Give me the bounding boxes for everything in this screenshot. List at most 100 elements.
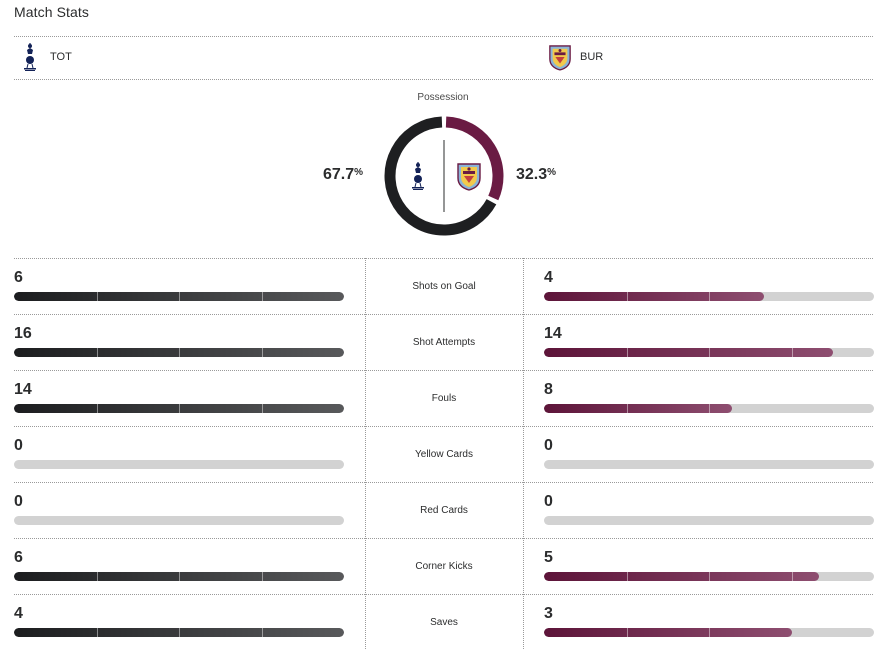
bar-segment-tick [261,572,263,581]
bar-segment-tick [96,572,98,581]
home-stat-value: 16 [14,325,32,342]
tottenham-crest-icon [18,42,42,72]
bar-segment-tick [626,404,628,413]
away-stat-bar [544,572,874,581]
row-divider [14,370,873,371]
away-stat-bar [544,460,874,469]
bar-segment-tick [791,348,793,357]
away-stat-value: 0 [544,493,553,510]
home-stat-value: 14 [14,381,32,398]
bar-segment-tick [709,404,710,413]
burnley-crest-icon [457,163,481,191]
bar-segment-tick [626,292,628,301]
home-stat-bar [14,404,344,413]
bar-segment-tick [709,292,710,301]
row-divider [14,538,873,539]
away-team-abbr: BUR [580,51,604,63]
bar-segment-tick [96,628,98,637]
away-stat-bar-fill [544,404,733,413]
home-possession-arc [384,116,497,236]
away-stat-bar [544,628,874,637]
possession-donut-chart [384,116,504,236]
bar-segment-tick [626,572,628,581]
away-stat-bar-fill [544,572,819,581]
away-stat-value: 0 [544,437,553,454]
away-stat-bar [544,348,874,357]
possession-label: Possession [417,92,469,103]
home-stat-bar-fill [14,348,344,357]
tottenham-crest-icon [412,162,424,190]
stat-label: Fouls [431,392,457,404]
stat-label: Shot Attempts [412,336,476,348]
stat-row: 6 4 Shots on Goal [0,258,876,314]
home-stat-bar-fill [14,572,344,581]
away-stat-value: 14 [544,325,562,342]
home-stat-bar [14,628,344,637]
home-possession-value: 67.7% [323,166,364,183]
away-stat-value: 4 [544,269,553,286]
home-stat-value: 0 [14,493,23,510]
away-stat-bar [544,292,874,301]
away-possession-value: 32.3% [516,166,557,183]
bar-segment-tick [261,628,263,637]
bar-segment-tick [179,628,180,637]
stat-label: Shots on Goal [412,280,476,292]
divider [14,79,873,80]
bar-segment-tick [791,572,793,581]
stat-row: 6 5 Corner Kicks [0,538,876,594]
bar-segment-tick [179,572,180,581]
away-stat-bar [544,516,874,525]
stat-label: Saves [430,616,458,628]
home-stat-bar-fill [14,292,344,301]
bar-segment-tick [709,572,710,581]
home-stat-bar [14,516,344,525]
column-divider [523,258,524,649]
bar-segment-tick [96,404,98,413]
stat-row: 0 0 Red Cards [0,482,876,538]
row-divider [14,482,873,483]
bar-segment-tick [709,628,710,637]
away-stat-bar [544,404,874,413]
home-stat-value: 6 [14,549,23,566]
home-stat-value: 4 [14,605,23,622]
away-stat-bar-fill [544,628,792,637]
stat-row: 4 3 Saves [0,594,876,650]
bar-segment-tick [96,348,98,357]
row-divider [14,314,873,315]
bar-segment-tick [709,348,710,357]
home-stat-value: 6 [14,269,23,286]
away-team-header: BUR [548,42,603,72]
column-divider [365,258,366,649]
home-stat-bar-fill [14,628,344,637]
away-stat-value: 5 [544,549,553,566]
away-stat-bar-fill [544,348,833,357]
divider [14,258,873,259]
row-divider [14,594,873,595]
bar-segment-tick [96,292,98,301]
divider [14,36,873,37]
home-stat-bar [14,292,344,301]
bar-segment-tick [261,348,263,357]
stat-row: 14 8 Fouls [0,370,876,426]
stat-label: Yellow Cards [415,448,473,460]
away-possession-arc [445,116,504,201]
bar-segment-tick [261,404,263,413]
bar-segment-tick [179,292,180,301]
away-stat-value: 3 [544,605,553,622]
home-team-header: TOT [18,42,72,72]
home-stat-bar [14,460,344,469]
match-stats-title: Match Stats [14,4,90,20]
bar-segment-tick [261,292,263,301]
home-stat-bar [14,348,344,357]
bar-segment-tick [179,348,180,357]
bar-segment-tick [626,348,628,357]
away-stat-value: 8 [544,381,553,398]
stat-label: Corner Kicks [415,560,473,572]
stat-label: Red Cards [420,504,468,516]
row-divider [14,426,873,427]
bar-segment-tick [626,628,628,637]
home-stat-bar [14,572,344,581]
stat-row: 16 14 Shot Attempts [0,314,876,370]
home-stat-value: 0 [14,437,23,454]
burnley-crest-icon [548,42,572,72]
